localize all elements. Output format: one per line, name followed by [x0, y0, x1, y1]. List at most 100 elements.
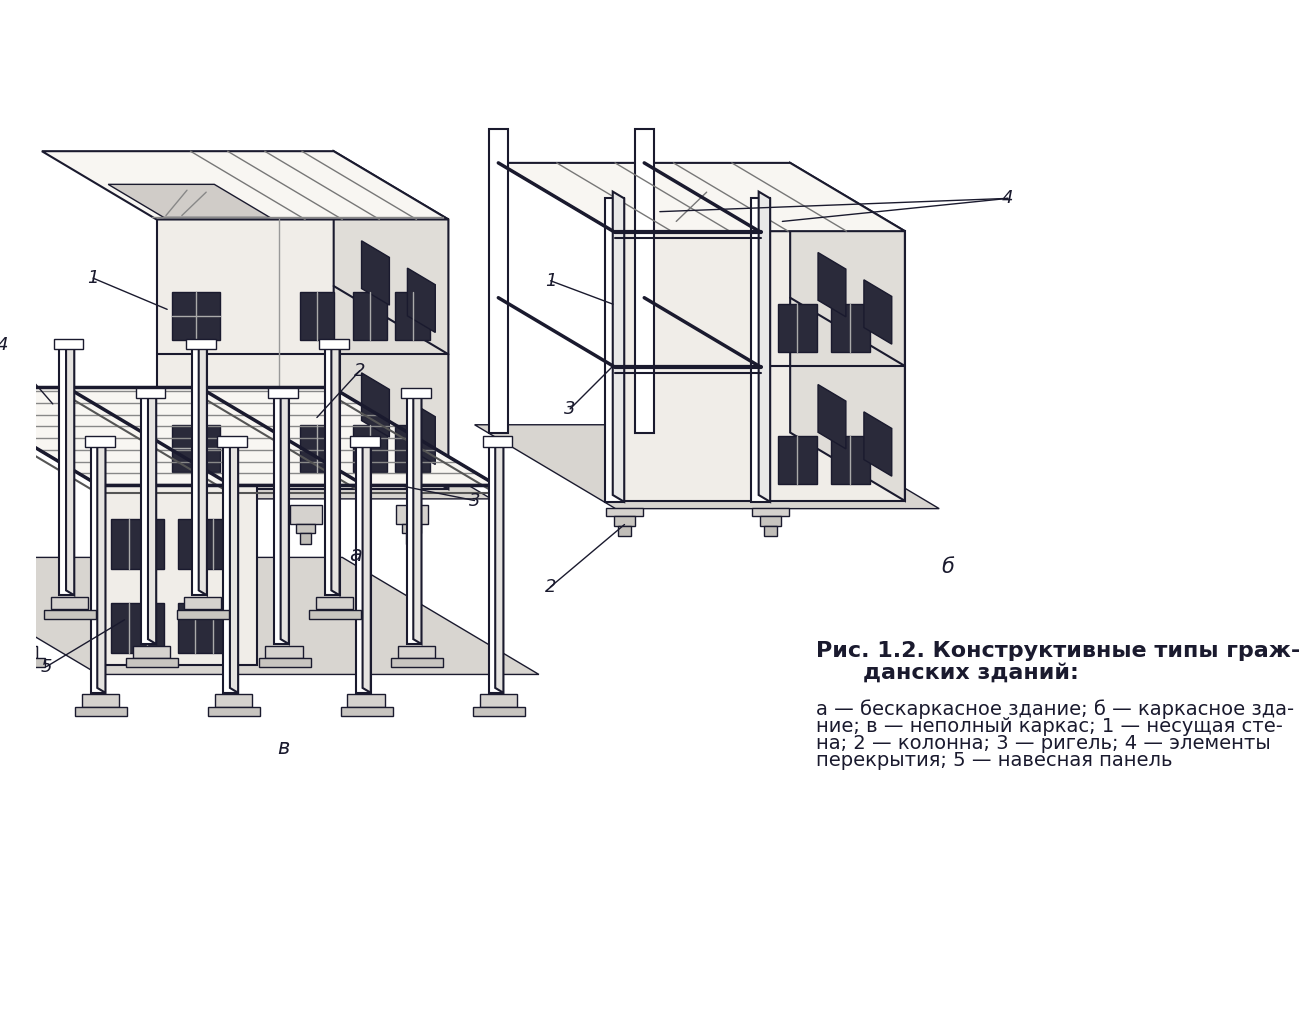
- Text: а: а: [348, 545, 361, 566]
- Polygon shape: [112, 603, 164, 654]
- Polygon shape: [352, 292, 387, 340]
- Polygon shape: [214, 694, 252, 707]
- Polygon shape: [480, 694, 517, 707]
- Polygon shape: [395, 292, 430, 340]
- Polygon shape: [790, 163, 905, 500]
- Polygon shape: [864, 280, 892, 344]
- Polygon shape: [300, 425, 334, 472]
- Polygon shape: [44, 609, 96, 618]
- Polygon shape: [316, 597, 354, 609]
- Polygon shape: [84, 436, 114, 447]
- Polygon shape: [407, 400, 436, 464]
- Polygon shape: [16, 392, 23, 644]
- Polygon shape: [268, 387, 298, 398]
- Polygon shape: [395, 505, 428, 524]
- Polygon shape: [126, 658, 178, 667]
- Polygon shape: [108, 184, 270, 218]
- Polygon shape: [352, 425, 387, 472]
- Polygon shape: [356, 445, 370, 693]
- Polygon shape: [395, 425, 430, 472]
- Polygon shape: [135, 387, 165, 398]
- Polygon shape: [183, 505, 216, 524]
- Polygon shape: [274, 397, 289, 644]
- Polygon shape: [777, 305, 818, 352]
- Polygon shape: [391, 658, 443, 667]
- Polygon shape: [224, 445, 238, 693]
- Polygon shape: [290, 505, 321, 524]
- Text: 1: 1: [87, 269, 99, 287]
- Polygon shape: [864, 412, 892, 477]
- Polygon shape: [614, 516, 636, 525]
- Polygon shape: [361, 240, 390, 306]
- Polygon shape: [0, 387, 497, 485]
- Polygon shape: [60, 348, 74, 596]
- Polygon shape: [142, 397, 156, 644]
- Polygon shape: [751, 508, 789, 516]
- Polygon shape: [192, 348, 207, 596]
- Polygon shape: [400, 387, 430, 398]
- Polygon shape: [300, 292, 334, 340]
- Text: перекрытия; 5 — навесная панель: перекрытия; 5 — навесная панель: [816, 751, 1173, 771]
- Polygon shape: [407, 533, 417, 544]
- Polygon shape: [361, 373, 390, 437]
- Polygon shape: [183, 597, 221, 609]
- Text: б: б: [941, 556, 954, 577]
- Polygon shape: [341, 708, 393, 716]
- Polygon shape: [759, 192, 770, 501]
- Polygon shape: [190, 524, 209, 533]
- Polygon shape: [764, 525, 777, 536]
- Text: в: в: [277, 738, 290, 757]
- Text: данских зданий:: данских зданий:: [863, 663, 1079, 683]
- Polygon shape: [300, 533, 311, 544]
- Polygon shape: [133, 645, 170, 658]
- Polygon shape: [751, 199, 770, 501]
- Polygon shape: [9, 411, 491, 499]
- Polygon shape: [489, 445, 503, 693]
- Text: 4: 4: [1002, 190, 1014, 207]
- Polygon shape: [0, 658, 46, 667]
- Polygon shape: [173, 292, 220, 340]
- Polygon shape: [482, 436, 512, 447]
- Polygon shape: [489, 130, 508, 433]
- Polygon shape: [178, 519, 230, 569]
- Polygon shape: [98, 485, 257, 665]
- Polygon shape: [0, 645, 38, 658]
- Polygon shape: [325, 348, 339, 596]
- Polygon shape: [156, 220, 448, 489]
- Polygon shape: [194, 533, 205, 544]
- Polygon shape: [618, 525, 630, 536]
- Polygon shape: [604, 199, 624, 501]
- Polygon shape: [177, 609, 229, 618]
- Polygon shape: [309, 609, 361, 618]
- Polygon shape: [148, 392, 156, 644]
- Polygon shape: [614, 231, 905, 500]
- Polygon shape: [265, 645, 303, 658]
- Text: а — бескаркасное здание; б — каркасное зда-: а — бескаркасное здание; б — каркасное з…: [816, 699, 1294, 719]
- Polygon shape: [606, 508, 644, 516]
- Polygon shape: [3, 387, 32, 398]
- Polygon shape: [818, 253, 846, 317]
- Polygon shape: [281, 392, 289, 644]
- Polygon shape: [777, 436, 818, 484]
- Text: 2: 2: [354, 362, 365, 379]
- Polygon shape: [98, 440, 105, 693]
- Polygon shape: [53, 339, 83, 349]
- Polygon shape: [759, 516, 781, 525]
- Polygon shape: [42, 151, 448, 220]
- Polygon shape: [112, 519, 164, 569]
- Text: Рис. 1.2. Конструктивные типы граж-: Рис. 1.2. Конструктивные типы граж-: [816, 641, 1300, 661]
- Polygon shape: [398, 645, 436, 658]
- Polygon shape: [473, 708, 525, 716]
- Text: 4: 4: [0, 337, 8, 354]
- Polygon shape: [407, 268, 436, 333]
- Polygon shape: [9, 397, 23, 644]
- Polygon shape: [318, 339, 348, 349]
- Polygon shape: [208, 708, 260, 716]
- Polygon shape: [474, 425, 939, 509]
- Polygon shape: [199, 343, 207, 596]
- Polygon shape: [407, 397, 421, 644]
- Text: на; 2 — колонна; 3 — ригель; 4 — элементы: на; 2 — колонна; 3 — ригель; 4 — элемент…: [816, 735, 1270, 753]
- Polygon shape: [334, 151, 448, 489]
- Polygon shape: [498, 163, 905, 231]
- Polygon shape: [831, 305, 871, 352]
